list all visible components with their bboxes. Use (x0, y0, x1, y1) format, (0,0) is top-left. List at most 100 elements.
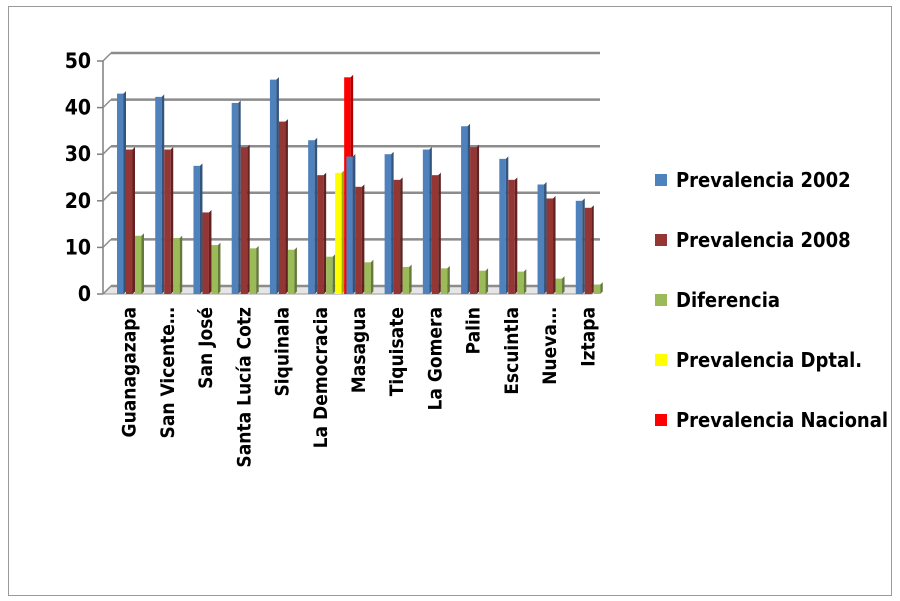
bar-prevalencia-2002 (155, 96, 162, 294)
legend-entry: Prevalencia 2008 (676, 228, 851, 252)
bar-diferencia (326, 256, 333, 294)
bar-side (600, 282, 603, 294)
x-tick-label: Nueva… (539, 307, 561, 385)
bar-chart: 0 10 20 30 40 50 Guanagazapa San Vicente… San J… (65, 49, 888, 468)
x-tick-label: La Democracia (310, 307, 332, 448)
bar-side (217, 242, 221, 294)
bar-side (370, 259, 374, 294)
bar-prevalencia-2008 (470, 147, 477, 294)
legend-swatch (655, 414, 667, 426)
bar-diferencia (479, 270, 486, 294)
legend-swatch (655, 294, 667, 306)
gridline-depth (102, 145, 112, 155)
bar-side (341, 170, 345, 294)
bar-prevalencia-dptal- (335, 172, 342, 294)
bar-side (562, 276, 565, 294)
bar-prevalencia-2002 (575, 200, 583, 294)
legend-entry: Diferencia (676, 288, 780, 312)
bar-diferencia (517, 271, 524, 294)
bar-prevalencia-2008 (546, 198, 554, 294)
bar-prevalencia-2008 (584, 207, 592, 294)
bar-diferencia (555, 278, 563, 294)
bar-side (476, 144, 480, 294)
x-tick-label: Escuintla (501, 307, 523, 395)
bar-side (429, 147, 432, 294)
bar-prevalencia-2002 (193, 165, 200, 294)
bar-side (400, 177, 403, 294)
bar-prevalencia-2008 (317, 175, 324, 294)
chart-frame: 0 10 20 30 40 50 Guanagazapa San Vicente… San J… (8, 6, 892, 596)
x-tick-label: Santa Lucía Cotz (233, 307, 255, 468)
x-tick-label: Palin (463, 307, 485, 354)
bar-prevalencia-2002 (117, 93, 124, 295)
bar-prevalencia-2002 (461, 126, 468, 295)
bar-prevalencia-2002 (422, 149, 430, 294)
y-tick-label: 0 (78, 282, 91, 306)
bar-side (161, 94, 165, 294)
bar-side (285, 119, 288, 294)
bar-side (514, 177, 518, 294)
gridline-depth (102, 99, 112, 109)
bar-side (544, 181, 547, 294)
gridline-depth (102, 285, 112, 295)
bar-side (238, 100, 241, 294)
bar-prevalencia-2002 (346, 156, 353, 294)
x-axis-labels: Guanagazapa San Vicente… San José Santa Luc… (119, 307, 600, 468)
bar-side (438, 172, 441, 294)
bar-prevalencia-2008 (355, 186, 362, 294)
bar-prevalencia-2002 (499, 158, 506, 294)
bar-diferencia (440, 268, 448, 294)
bar-side (467, 123, 471, 295)
y-tick-label: 40 (65, 96, 91, 120)
bar-diferencia (173, 238, 180, 294)
bar-diferencia (364, 262, 371, 294)
x-tick-label: Masagua (348, 307, 370, 393)
bar-side (247, 144, 250, 294)
bar-diferencia (402, 266, 410, 294)
x-tick-label: Siquinala (272, 307, 294, 397)
bar-side (361, 184, 365, 294)
bars (117, 74, 603, 295)
bar-prevalencia-2002 (537, 184, 545, 294)
bar-side (523, 269, 527, 294)
bar-side (294, 247, 297, 294)
bar-diferencia (135, 235, 142, 294)
bar-side (276, 77, 279, 294)
bar-side (199, 163, 203, 294)
bar-side (170, 147, 174, 294)
bar-side (123, 91, 126, 295)
y-tick-label: 20 (65, 189, 91, 213)
bar-side (485, 268, 489, 294)
bar-side (391, 151, 394, 294)
y-tick-label: 30 (65, 142, 91, 166)
bar-prevalencia-2002 (269, 79, 277, 294)
bar-diferencia (211, 245, 218, 294)
bar-side (314, 137, 318, 294)
legend: Prevalencia 2002 Prevalencia 2008 Diferenc… (655, 168, 888, 432)
legend-swatch (655, 354, 667, 366)
x-tick-label: San José (195, 307, 217, 389)
bar-side (591, 205, 594, 294)
bar-side (323, 172, 327, 294)
bar-side (132, 147, 135, 294)
bar-prevalencia-2008 (240, 147, 248, 294)
bar-prevalencia-2008 (508, 179, 515, 294)
bar-diferencia (287, 249, 295, 294)
bar-side (256, 245, 259, 294)
bar-prevalencia-2008 (164, 149, 171, 294)
gridline-depth (102, 238, 112, 248)
bar-prevalencia-2002 (308, 140, 315, 294)
legend-entry: Prevalencia Dptal. (676, 348, 862, 372)
x-tick-label: Tiquisate (386, 307, 408, 396)
x-tick-label: La Gomera (424, 307, 446, 411)
bar-side (208, 209, 212, 294)
bar-prevalencia-2008 (431, 175, 439, 294)
y-axis-ticks: 0 10 20 30 40 50 (65, 49, 91, 306)
bar-prevalencia-2008 (393, 179, 401, 294)
bar-side (553, 195, 556, 294)
bar-side (447, 265, 450, 294)
legend-swatch (655, 174, 667, 186)
bar-side (582, 198, 585, 294)
bar-side (505, 156, 509, 294)
x-tick-label: Iztapa (577, 307, 599, 367)
